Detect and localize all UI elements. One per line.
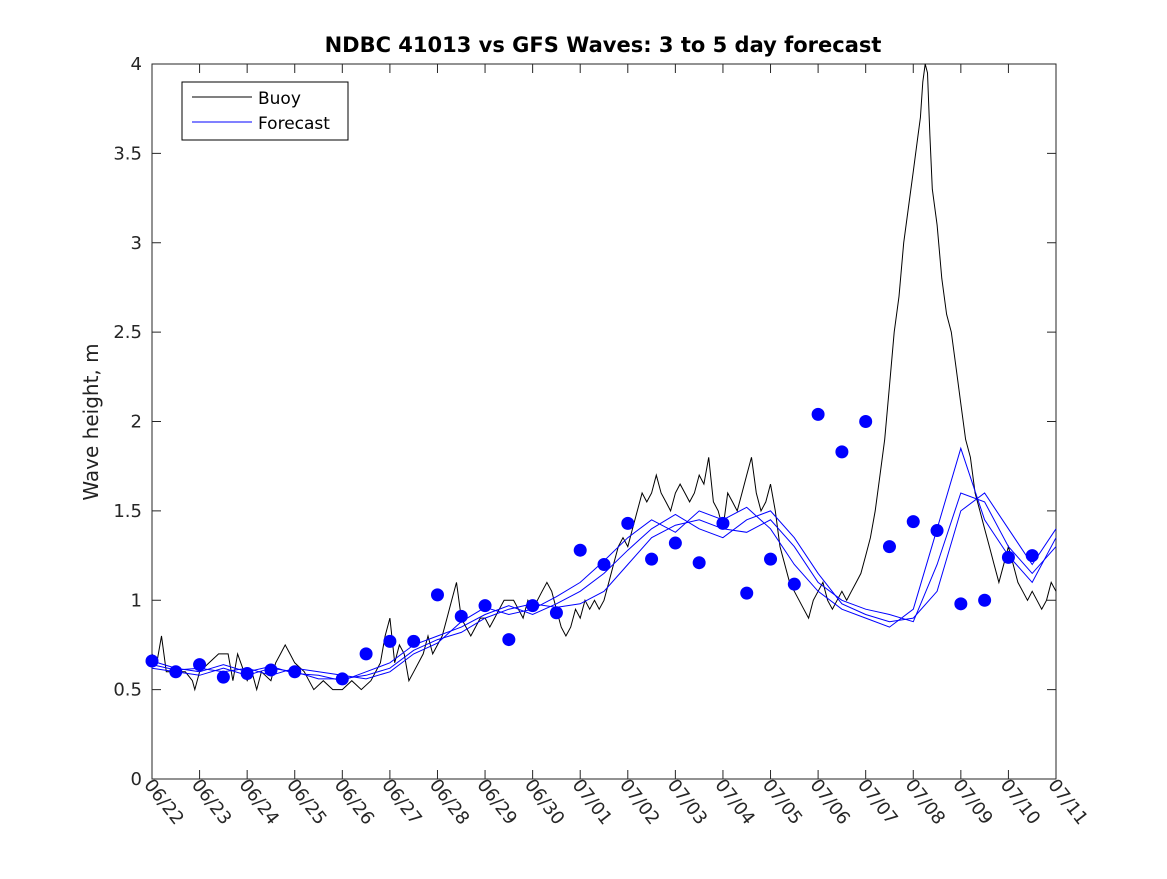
x-tick-label: 06/25 [282, 775, 330, 829]
forecast-marker [882, 540, 896, 554]
x-tick-label: 07/10 [996, 775, 1044, 829]
forecast-marker [264, 663, 278, 677]
forecast-marker [430, 588, 444, 602]
forecast-marker [526, 599, 540, 613]
forecast-marker [621, 516, 635, 530]
forecast-marker [716, 516, 730, 530]
y-tick-label: 1.5 [113, 501, 142, 522]
y-tick-label: 1 [131, 590, 142, 611]
y-tick-label: 3 [131, 233, 142, 254]
forecast-marker [288, 665, 302, 679]
forecast-marker [549, 606, 563, 620]
x-tick-label: 06/26 [330, 775, 378, 829]
forecast-marker [335, 672, 349, 686]
forecast-marker [930, 524, 944, 538]
y-tick-label: 2.5 [113, 322, 142, 343]
forecast-marker [1001, 550, 1015, 564]
forecast-marker [193, 658, 207, 672]
series-lines [151, 63, 1057, 692]
x-tick-label: 06/27 [377, 775, 425, 829]
x-tick-label: 07/07 [853, 775, 901, 829]
forecast-marker [978, 593, 992, 607]
x-tick-label: 07/02 [615, 775, 663, 829]
forecast-markers [145, 407, 1039, 686]
x-tick-label: 06/29 [472, 775, 520, 829]
forecast-marker [169, 665, 183, 679]
forecast-marker [692, 556, 706, 570]
forecast-marker [573, 543, 587, 557]
forecast-marker [740, 586, 754, 600]
forecast-marker [835, 445, 849, 459]
forecast-marker [145, 654, 159, 668]
forecast-marker [1025, 549, 1039, 563]
forecast-line [151, 492, 1057, 682]
x-tick-label: 06/30 [520, 775, 568, 829]
forecast-marker [502, 633, 516, 647]
forecast-marker [811, 407, 825, 421]
x-tick-label: 07/09 [948, 775, 996, 829]
legend: Buoy Forecast [181, 81, 349, 141]
forecast-marker [359, 647, 373, 661]
legend-buoy-label: Buoy [258, 89, 301, 109]
x-tick-label: 06/23 [187, 775, 235, 829]
forecast-marker [787, 577, 801, 591]
x-tick-label: 07/05 [758, 775, 806, 829]
x-tick-label: 06/22 [139, 775, 187, 829]
x-tick-label: 07/06 [806, 775, 854, 829]
forecast-marker [383, 634, 397, 648]
legend-box [181, 81, 349, 141]
buoy-line [151, 63, 1057, 692]
y-tick-label: 4 [131, 54, 142, 75]
forecast-marker [764, 552, 778, 566]
x-tick-label: 06/28 [425, 775, 473, 829]
x-tick-label: 07/04 [710, 775, 758, 829]
y-axis-label: Wave height, m [79, 343, 103, 500]
forecast-marker [216, 670, 230, 684]
forecast-marker [906, 515, 920, 529]
x-tick-label: 07/11 [1043, 775, 1091, 829]
forecast-marker [645, 552, 659, 566]
y-tick-label: 3.5 [113, 143, 142, 164]
y-tick-label: 0.5 [113, 680, 142, 701]
y-tick-label: 2 [131, 412, 142, 433]
forecast-marker [859, 415, 873, 428]
forecast-marker [954, 597, 968, 611]
forecast-marker [478, 599, 492, 613]
x-tick-label: 06/24 [235, 775, 283, 829]
y-tick-label: 0 [131, 769, 142, 790]
x-tick-label: 07/08 [901, 775, 949, 829]
forecast-marker [597, 558, 611, 571]
x-tick-label: 07/03 [663, 775, 711, 829]
x-tick-label: 07/01 [568, 775, 616, 829]
forecast-marker [407, 634, 421, 648]
chart-title: NDBC 41013 vs GFS Waves: 3 to 5 day fore… [325, 33, 882, 57]
forecast-marker [668, 536, 682, 550]
forecast-marker [240, 667, 254, 681]
legend-forecast-label: Forecast [258, 114, 330, 134]
forecast-marker [454, 609, 468, 623]
